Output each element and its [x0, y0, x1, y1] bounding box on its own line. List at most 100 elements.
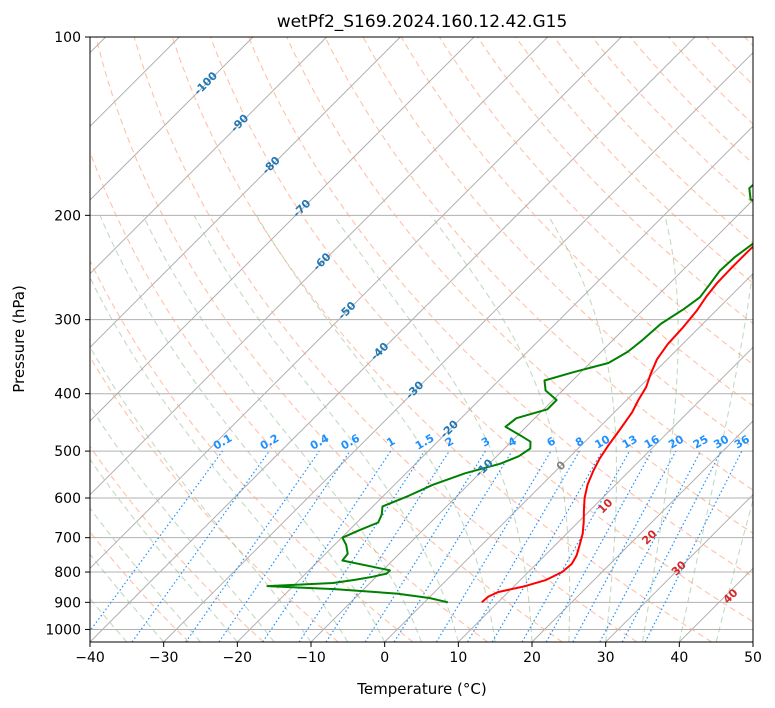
x-tick-label: 20	[523, 650, 541, 666]
mixing-ratio-label: 30	[711, 432, 731, 451]
mixing-ratio-label: 36	[732, 432, 752, 451]
moist-adiabat	[333, 214, 533, 642]
mixing-ratio-line	[364, 450, 486, 642]
x-tick-label: −10	[296, 650, 326, 666]
dry-adiabat	[95, 37, 563, 642]
mixing-ratio-label: 0.1	[211, 432, 234, 453]
moist-adiabat	[99, 215, 386, 642]
isotherm-line	[531, 420, 753, 642]
mixing-ratio-label: 2	[443, 435, 456, 450]
y-tick-label: 800	[54, 565, 81, 581]
plot-frame	[89, 36, 754, 643]
y-tick-label: 400	[54, 387, 81, 403]
mixing-ratio-label: 0.4	[308, 431, 332, 452]
isotherm-line	[752, 641, 753, 642]
dry-adiabat	[515, 37, 753, 284]
mixing-ratio-line	[599, 450, 702, 642]
dry-adiabat	[90, 356, 339, 642]
y-tick-label: 300	[54, 313, 81, 329]
x-tick-label: −40	[75, 650, 105, 666]
isotherm-line	[90, 37, 549, 496]
dry-adiabat	[248, 37, 753, 578]
mixing-ratio-label: 16	[642, 432, 662, 451]
y-axis-label: Pressure (hPa)	[10, 285, 28, 393]
mixing-ratio-line	[491, 450, 603, 642]
y-tick-label: 600	[54, 491, 81, 507]
moist-adiabat	[193, 215, 459, 642]
isotherm-line	[90, 37, 328, 275]
isotherm-line	[236, 125, 753, 642]
mixing-ratio-line	[185, 450, 320, 642]
mixing-ratio-label: 10	[593, 432, 613, 451]
dry-adiabat	[324, 37, 753, 491]
mixing-ratio-line	[262, 450, 392, 642]
y-tick-label: 700	[54, 531, 81, 547]
dry-adiabat	[553, 37, 753, 244]
dry-adiabat	[90, 531, 190, 642]
mixing-ratio-line	[90, 450, 223, 632]
moist-adiabat	[255, 215, 496, 642]
dry-adiabat	[744, 37, 753, 47]
x-tick-label: 10	[449, 650, 467, 666]
dry-adiabat	[209, 37, 753, 623]
moist-adiabat	[90, 405, 275, 642]
isotherm-label: -60	[310, 250, 333, 273]
x-axis-label: Temperature (°C)	[356, 680, 486, 698]
dry-adiabat	[90, 259, 414, 642]
mixing-ratio-label: 1.5	[413, 432, 436, 453]
isotherm-line	[90, 37, 401, 349]
mixing-ratio-line	[435, 450, 552, 642]
isotherm-line	[678, 567, 753, 642]
isotherm-label: -90	[228, 111, 251, 134]
dry-adiabat	[706, 37, 753, 86]
adiabat-label: 20	[639, 527, 659, 547]
mixing-ratio-line	[545, 450, 653, 642]
moist-adiabat	[90, 553, 165, 642]
dry-adiabat	[90, 150, 488, 642]
temperature-profile-line	[481, 245, 753, 604]
moist-adiabat	[430, 214, 571, 642]
mixing-ratio-label: 20	[666, 432, 686, 451]
x-tick-label: −20	[223, 650, 253, 666]
isotherm-line	[163, 51, 753, 642]
mixing-ratio-label: 0.6	[339, 431, 363, 452]
moist-adiabat	[641, 215, 679, 642]
dewpoint-profile-line	[266, 183, 753, 604]
isotherm-label: -30	[403, 378, 426, 401]
plot-area: -100-90-80-70-60-50-40-30-20-100.1 0.2 0.4…	[89, 36, 754, 643]
mixing-ratio-label: 1	[384, 435, 397, 450]
y-tick-label: 900	[54, 595, 81, 611]
y-tick-label: 500	[54, 444, 81, 460]
dry-adiabat	[438, 37, 753, 366]
isotherm-line	[457, 346, 753, 642]
isotherm-line	[90, 37, 475, 422]
plot-layers: -100-90-80-70-60-50-40-30-20-100.1 0.2 0.4…	[90, 37, 753, 642]
x-axis-ticks: −40 −30 −20 −10 0 10 20 30 40 50	[75, 642, 762, 666]
mixing-ratio-line	[393, 450, 513, 642]
x-tick-label: 50	[744, 650, 762, 666]
isotherm-line	[384, 272, 753, 642]
chart-title: wetPf2_S169.2024.160.12.42.G15	[277, 12, 568, 32]
mixing-ratio-line	[218, 450, 351, 642]
dry-adiabat	[286, 37, 753, 534]
mixing-ratio-line	[298, 450, 425, 642]
moist-adiabat	[678, 265, 753, 642]
mixing-ratio-label: 4	[506, 434, 519, 449]
y-tick-label: 200	[54, 208, 81, 224]
dry-adiabat	[90, 445, 264, 642]
mixing-ratio-line	[325, 450, 450, 642]
x-tick-label: 40	[670, 650, 688, 666]
isotherm-line	[310, 199, 753, 642]
x-tick-label: −30	[149, 650, 179, 666]
isotherm-line	[90, 37, 696, 642]
moist-adiabat	[90, 458, 238, 642]
dry-adiabat	[171, 37, 712, 642]
mixing-ratio-label: 0.2	[258, 432, 281, 453]
isotherm-label: -40	[368, 340, 391, 363]
y-tick-label: 100	[54, 30, 81, 46]
isotherm-line	[90, 37, 622, 570]
x-tick-label: 30	[597, 650, 615, 666]
mixing-ratio-line	[572, 450, 677, 642]
x-tick-label: 0	[380, 650, 389, 666]
isotherm-line	[605, 493, 753, 642]
